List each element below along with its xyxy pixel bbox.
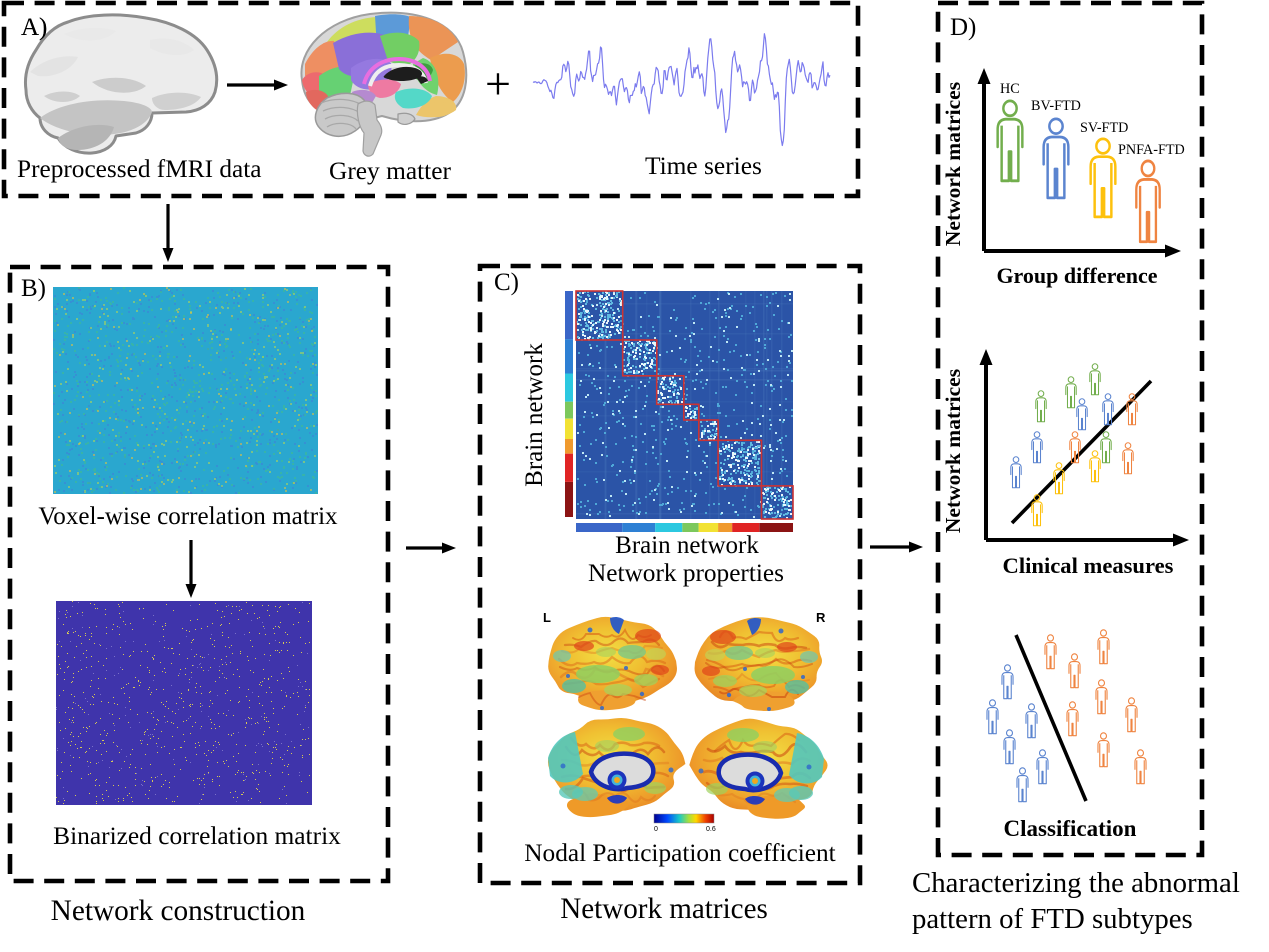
svg-text:Characterizing the abnormal: Characterizing the abnormal bbox=[912, 867, 1240, 899]
svg-text:Network matrices: Network matrices bbox=[941, 82, 965, 246]
svg-text:Network matrices: Network matrices bbox=[560, 893, 768, 925]
svg-text:Voxel-wise correlation matrix: Voxel-wise correlation matrix bbox=[38, 503, 338, 530]
svg-text:Binarized correlation matrix: Binarized correlation matrix bbox=[53, 822, 341, 850]
svg-text:Nodal Participation coefficien: Nodal Participation coefficient bbox=[524, 839, 835, 867]
svg-text:Time series: Time series bbox=[645, 152, 762, 180]
svg-text:C): C) bbox=[494, 269, 519, 296]
svg-text:Network construction: Network construction bbox=[51, 895, 306, 927]
svg-text:R: R bbox=[816, 610, 826, 625]
svg-text:Preprocessed fMRI data: Preprocessed fMRI data bbox=[17, 155, 261, 183]
svg-text:0: 0 bbox=[654, 826, 658, 833]
svg-text:BV-FTD: BV-FTD bbox=[1031, 98, 1081, 114]
svg-text:Network matrices: Network matrices bbox=[941, 369, 965, 533]
svg-text:SV-FTD: SV-FTD bbox=[1080, 120, 1128, 136]
svg-text:Network properties: Network properties bbox=[588, 559, 784, 587]
svg-text:Brain network: Brain network bbox=[521, 343, 548, 487]
svg-text:B): B) bbox=[21, 275, 46, 302]
svg-text:PNFA-FTD: PNFA-FTD bbox=[1118, 142, 1185, 158]
svg-text:+: + bbox=[485, 58, 511, 109]
svg-text:D): D) bbox=[950, 14, 976, 41]
svg-text:Clinical measures: Clinical measures bbox=[1003, 553, 1174, 578]
svg-text:A): A) bbox=[21, 14, 47, 41]
svg-text:Grey matter: Grey matter bbox=[329, 157, 452, 185]
svg-text:Brain network: Brain network bbox=[615, 532, 759, 559]
svg-text:Classification: Classification bbox=[1004, 816, 1137, 841]
svg-text:0.6: 0.6 bbox=[706, 826, 716, 833]
svg-text:Group difference: Group difference bbox=[996, 263, 1157, 288]
svg-text:HC: HC bbox=[1000, 81, 1020, 97]
svg-text:A): A) bbox=[21, 14, 47, 41]
svg-text:pattern of FTD subtypes: pattern of FTD subtypes bbox=[912, 903, 1193, 935]
svg-text:L: L bbox=[543, 610, 551, 625]
